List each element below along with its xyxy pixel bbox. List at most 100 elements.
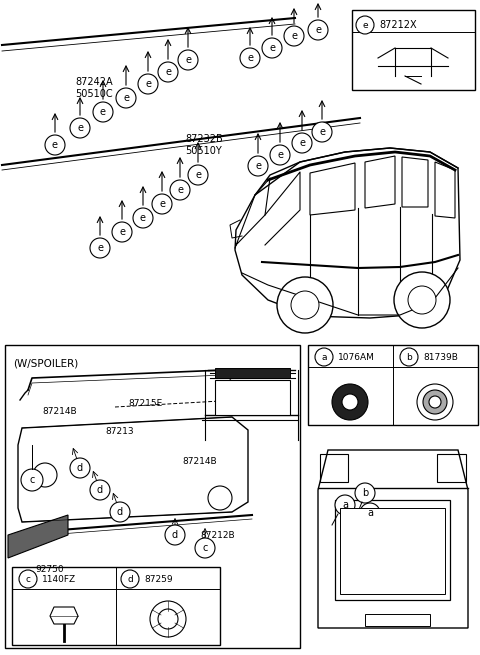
Text: e: e (52, 140, 58, 150)
Text: 87232B
50510Y: 87232B 50510Y (185, 134, 223, 156)
Circle shape (400, 348, 418, 366)
Circle shape (112, 222, 132, 242)
Text: d: d (127, 574, 133, 584)
Text: 87259: 87259 (144, 574, 173, 584)
Circle shape (188, 165, 208, 185)
Text: e: e (165, 67, 171, 77)
Text: e: e (97, 243, 103, 253)
Text: e: e (100, 107, 106, 117)
Text: d: d (172, 530, 178, 540)
Text: e: e (247, 53, 253, 63)
Circle shape (262, 38, 282, 58)
Circle shape (70, 118, 90, 138)
Bar (352, 10, 475, 90)
Text: e: e (255, 161, 261, 171)
Circle shape (270, 145, 290, 165)
Text: 87242A
50510C: 87242A 50510C (75, 77, 113, 99)
Text: 87214B: 87214B (182, 457, 216, 466)
Text: a: a (367, 508, 373, 518)
Text: e: e (362, 20, 368, 29)
Circle shape (93, 102, 113, 122)
Text: 92750: 92750 (35, 565, 64, 574)
Text: e: e (315, 25, 321, 35)
Circle shape (332, 384, 368, 420)
Text: c: c (25, 574, 31, 584)
Bar (437, 454, 466, 482)
Bar (5, 345, 300, 648)
Circle shape (394, 272, 450, 328)
Text: e: e (195, 170, 201, 180)
Text: e: e (119, 227, 125, 237)
Text: e: e (299, 138, 305, 148)
Polygon shape (215, 368, 290, 378)
Text: e: e (77, 123, 83, 133)
Text: e: e (140, 213, 146, 223)
Text: e: e (269, 43, 275, 53)
Circle shape (355, 483, 375, 503)
Text: e: e (159, 199, 165, 209)
Circle shape (315, 348, 333, 366)
Circle shape (291, 291, 319, 319)
Circle shape (284, 26, 304, 46)
Text: (W/SPOILER): (W/SPOILER) (13, 358, 78, 368)
Circle shape (240, 48, 260, 68)
Text: 87212B: 87212B (200, 531, 235, 540)
Circle shape (19, 570, 37, 588)
Circle shape (138, 74, 158, 94)
Circle shape (195, 538, 215, 558)
Circle shape (277, 277, 333, 333)
Circle shape (308, 20, 328, 40)
Polygon shape (215, 380, 290, 415)
Circle shape (121, 570, 139, 588)
Text: 1140FZ: 1140FZ (42, 574, 76, 584)
Text: d: d (77, 463, 83, 473)
Circle shape (90, 238, 110, 258)
Text: e: e (185, 55, 191, 65)
Bar (365, 614, 430, 626)
Text: 81739B: 81739B (423, 352, 458, 362)
Text: e: e (177, 185, 183, 195)
Polygon shape (318, 450, 468, 628)
Circle shape (21, 469, 43, 491)
Polygon shape (8, 515, 68, 558)
Text: c: c (29, 475, 35, 485)
Text: 87213: 87213 (105, 428, 133, 436)
Circle shape (417, 384, 453, 420)
Circle shape (312, 122, 332, 142)
Text: e: e (123, 93, 129, 103)
Text: e: e (319, 127, 325, 137)
Text: a: a (321, 352, 327, 362)
Circle shape (178, 50, 198, 70)
Circle shape (150, 601, 186, 637)
Text: e: e (291, 31, 297, 41)
Bar (12, 567, 220, 645)
Text: b: b (362, 488, 368, 498)
Circle shape (248, 156, 268, 176)
Circle shape (158, 609, 178, 629)
Text: e: e (277, 150, 283, 160)
Circle shape (342, 394, 358, 410)
Circle shape (292, 133, 312, 153)
Polygon shape (235, 148, 460, 318)
Text: a: a (342, 500, 348, 510)
Text: 1076AM: 1076AM (338, 352, 375, 362)
Circle shape (356, 16, 374, 34)
Polygon shape (18, 417, 248, 522)
Circle shape (33, 463, 57, 487)
Circle shape (423, 390, 447, 414)
Circle shape (45, 135, 65, 155)
Text: b: b (406, 352, 412, 362)
Text: d: d (117, 507, 123, 517)
Bar (308, 430, 478, 648)
Circle shape (165, 525, 185, 545)
Bar (320, 454, 348, 482)
Polygon shape (50, 607, 78, 624)
Circle shape (90, 480, 110, 500)
Circle shape (208, 486, 232, 510)
Text: c: c (202, 543, 208, 553)
Circle shape (152, 194, 172, 214)
Circle shape (170, 180, 190, 200)
Polygon shape (335, 500, 450, 600)
Bar (308, 345, 478, 425)
Polygon shape (340, 508, 445, 594)
